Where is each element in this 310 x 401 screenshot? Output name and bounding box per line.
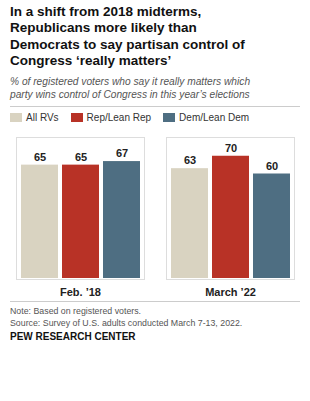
html-text:In a shift from 2018 midterms,: In a shift from 2018 midterms, Republica…: [10, 4, 245, 69]
html-text:Dem/Lean Dem: Dem/Lean Dem: [179, 112, 250, 124]
html-text:Note: Based on registered vote: Note: Based on registered voters. Source…: [10, 306, 243, 328]
svg-text:65: 65: [75, 151, 87, 163]
svg-text:65: 65: [34, 151, 46, 163]
svg-text:67: 67: [116, 147, 128, 159]
html-text:PEW RESEARCH CENTER: PEW RESEARCH CENTER: [10, 331, 136, 343]
svg-text:70: 70: [225, 142, 237, 154]
html-text:Rep/Lean Rep: Rep/Lean Rep: [86, 112, 152, 124]
svg-text:60: 60: [266, 160, 278, 172]
html-text:All RVs: All RVs: [26, 112, 59, 124]
svg-text:63: 63: [184, 155, 196, 167]
svg-text:Feb. ’18: Feb. ’18: [60, 287, 101, 299]
html-text:% of registered voters who say: % of registered voters who say it really…: [10, 75, 251, 101]
svg-text:March ’22: March ’22: [205, 287, 256, 299]
